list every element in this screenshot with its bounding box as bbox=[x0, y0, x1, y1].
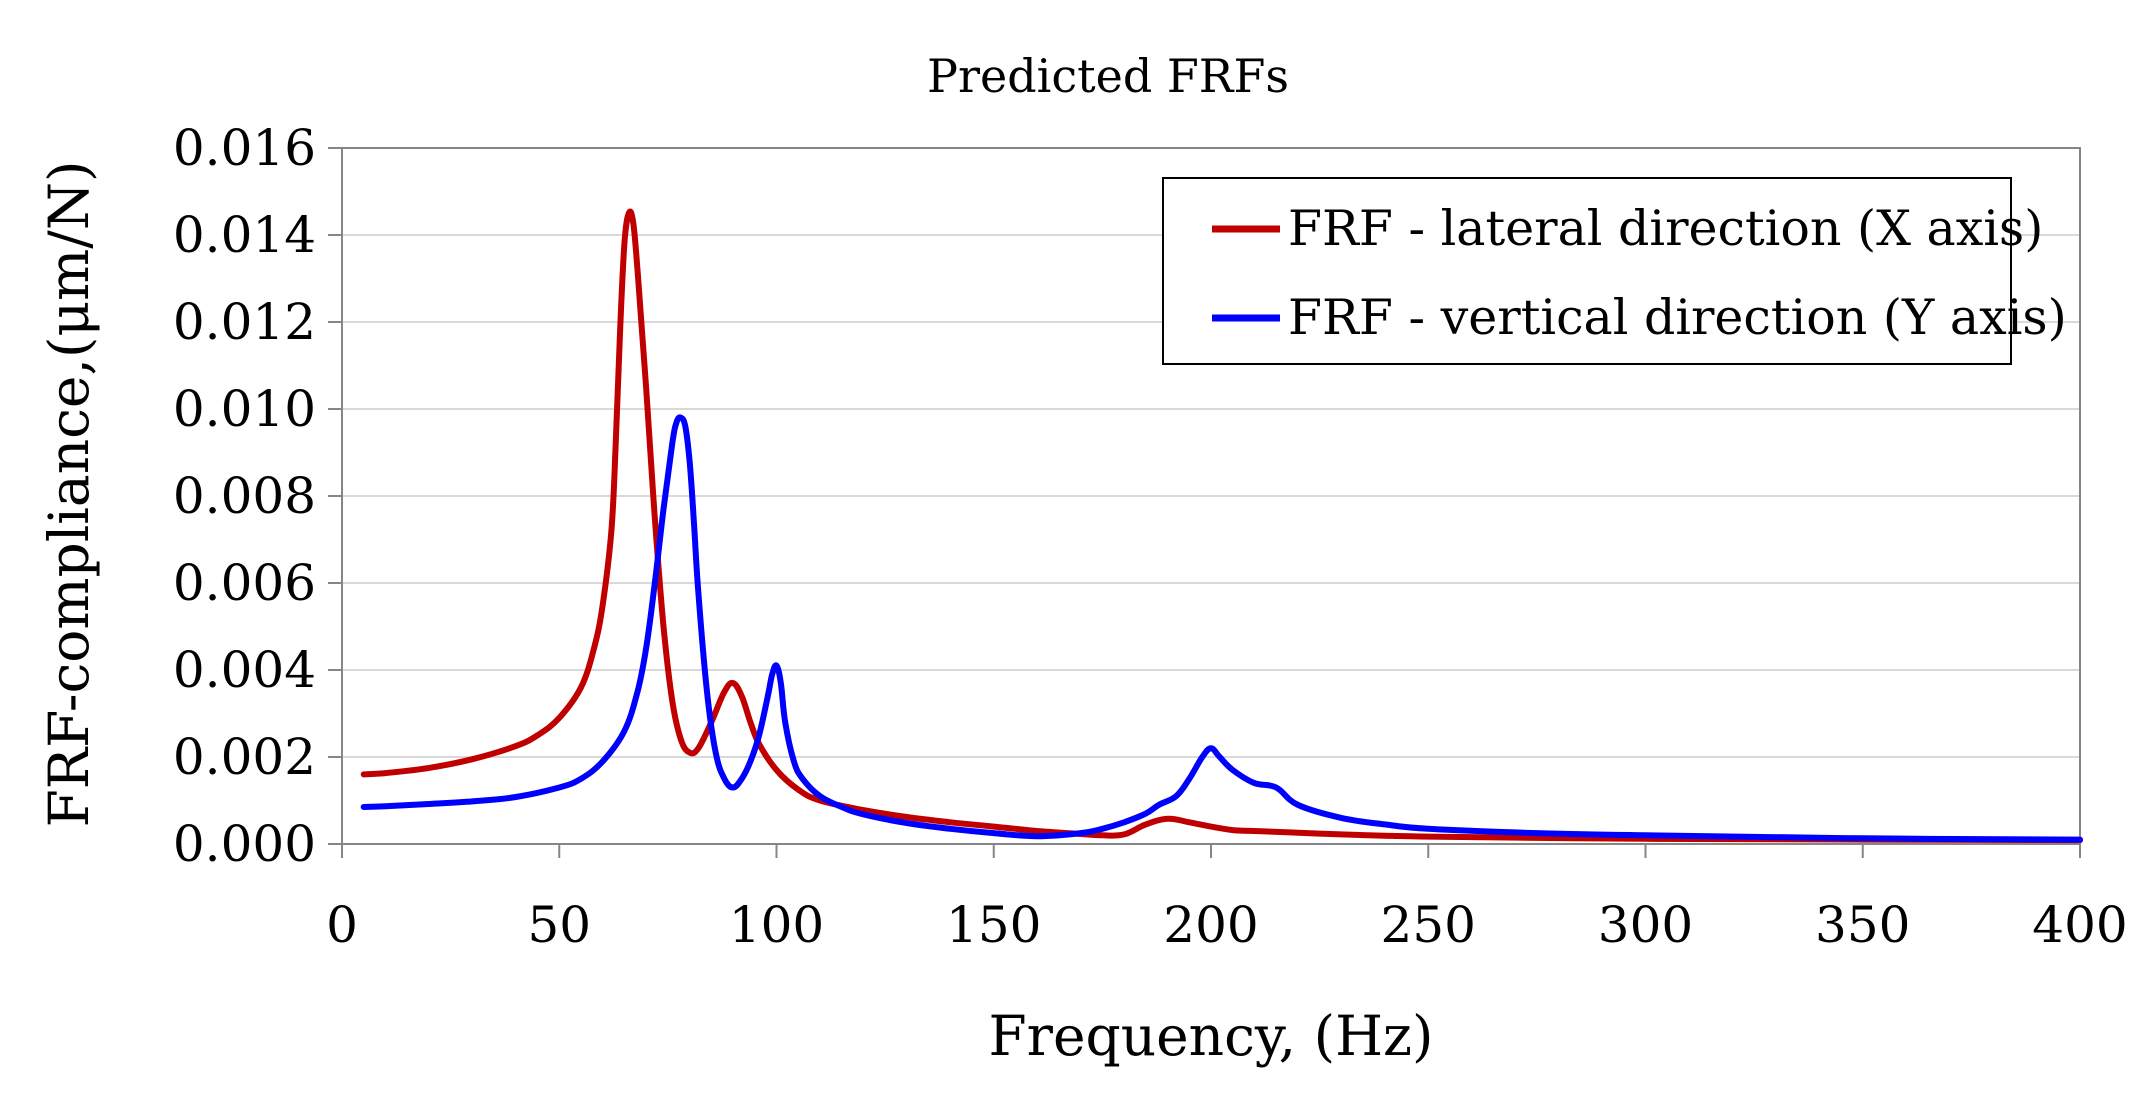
y-tick-label: 0.000 bbox=[173, 815, 316, 873]
x-tick-label: 100 bbox=[729, 896, 824, 954]
y-tick-label: 0.008 bbox=[173, 467, 316, 525]
y-tick-label: 0.004 bbox=[173, 641, 316, 699]
y-tick-label: 0.006 bbox=[173, 554, 316, 612]
y-tick-label: 0.002 bbox=[173, 728, 316, 786]
axes: 0.000 0.002 0.004 0.006 0.008 0.010 0.012 0.014… bbox=[173, 119, 2128, 954]
series-line-lateral bbox=[360, 208, 2083, 844]
y-tick-label: 0.012 bbox=[173, 293, 316, 351]
x-tick-label: 150 bbox=[946, 896, 1041, 954]
legend: FRF - lateral direction (X axis) FRF - v… bbox=[1162, 177, 2067, 365]
x-axis-label: Frequency, (Hz) bbox=[989, 1004, 1434, 1068]
chart-title: Predicted FRFs bbox=[927, 49, 1289, 103]
y-axis-label: FRF-compliance,(μm/N) bbox=[37, 161, 101, 828]
legend-label-lateral: FRF - lateral direction (X axis) bbox=[1288, 200, 2043, 257]
x-tick-label: 300 bbox=[1598, 896, 1693, 954]
legend-label-vertical: FRF - vertical direction (Y axis) bbox=[1288, 289, 2067, 346]
x-tick-label: 350 bbox=[1815, 896, 1910, 954]
x-tick-label: 200 bbox=[1163, 896, 1258, 954]
series-line-vertical bbox=[360, 414, 2083, 843]
y-tick-label: 0.014 bbox=[173, 206, 316, 264]
series-lines bbox=[360, 208, 2083, 844]
x-tick-label: 400 bbox=[2032, 896, 2127, 954]
x-tick-label: 0 bbox=[326, 896, 358, 954]
legend-box bbox=[1162, 177, 2012, 365]
y-tick-label: 0.010 bbox=[173, 380, 316, 438]
x-tick-label: 250 bbox=[1381, 896, 1476, 954]
y-tick-label: 0.016 bbox=[173, 119, 316, 177]
x-tick-label: 50 bbox=[527, 896, 591, 954]
